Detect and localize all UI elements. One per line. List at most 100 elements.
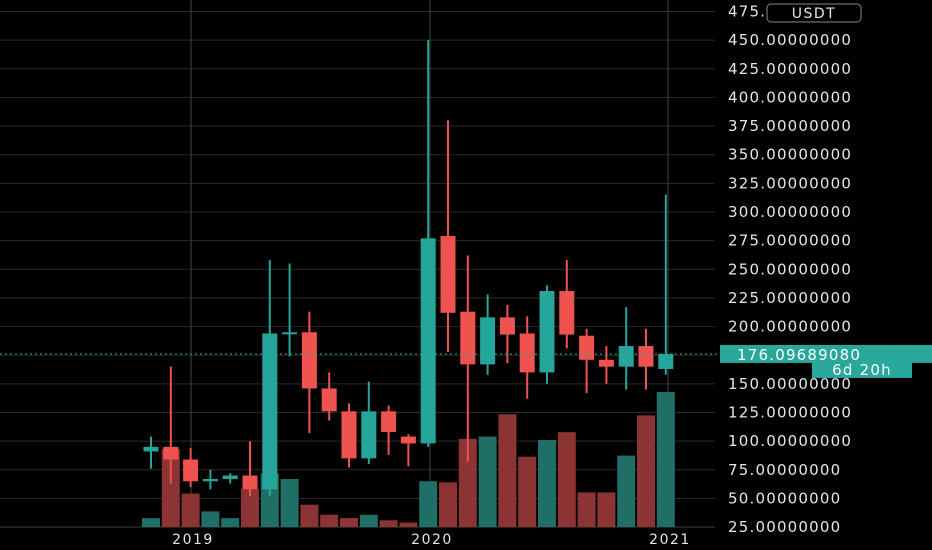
price-tick-label: 275.00000000 xyxy=(728,232,852,250)
candle xyxy=(202,469,218,490)
volume-bar xyxy=(181,493,200,527)
candle-body xyxy=(282,332,298,335)
candle xyxy=(618,307,634,390)
candle xyxy=(321,372,337,421)
candle xyxy=(361,381,377,465)
candle-body xyxy=(638,346,654,367)
candle-body xyxy=(618,346,634,367)
candle-body xyxy=(499,317,515,335)
volume-bar xyxy=(419,481,438,527)
candles xyxy=(143,40,674,497)
grid-lines xyxy=(0,0,715,528)
unit-label: USDT xyxy=(792,6,836,22)
price-tick-label: 125.00000000 xyxy=(728,404,852,422)
volume-bar xyxy=(557,432,576,527)
volume-bar xyxy=(478,436,497,527)
volume-bar xyxy=(399,522,418,527)
candle xyxy=(222,473,238,484)
price-tick-label: 25.00000000 xyxy=(728,518,841,536)
price-tick-label: 425.00000000 xyxy=(728,60,852,78)
price-tick-label: 225.00000000 xyxy=(728,289,852,307)
price-tick-label: 375.00000000 xyxy=(728,117,852,135)
year-tick-label: 2021 xyxy=(649,532,691,548)
candle xyxy=(242,441,258,497)
candle xyxy=(143,436,159,469)
year-tick-label: 2020 xyxy=(411,532,453,548)
candle-body xyxy=(400,436,416,444)
price-tick-label: 350.00000000 xyxy=(728,146,852,164)
volume-bar xyxy=(518,456,537,527)
volume-bar xyxy=(201,511,220,527)
price-tick-label: 75.00000000 xyxy=(728,461,841,479)
price-tick-label: 50.00000000 xyxy=(728,489,841,507)
candle-body xyxy=(361,411,377,459)
last-price-label: 176.09689080 xyxy=(737,346,861,364)
candle xyxy=(262,260,278,497)
candle-body xyxy=(262,333,278,490)
candle xyxy=(559,260,575,349)
price-tick-label: 400.00000000 xyxy=(728,88,852,106)
volume-bar xyxy=(617,455,636,527)
candle-body xyxy=(658,354,674,369)
candle-body xyxy=(183,459,199,482)
candle-body xyxy=(480,317,496,365)
candle xyxy=(381,405,397,455)
candle xyxy=(440,120,456,352)
last-price-tag: 176.09689080 xyxy=(720,344,932,364)
price-tick-label: 250.00000000 xyxy=(728,260,852,278)
volume-bar xyxy=(221,518,240,527)
time-axis: 2019 2020 2021 xyxy=(172,532,691,548)
price-tick-label: 300.00000000 xyxy=(728,203,852,221)
candle xyxy=(341,403,357,468)
candle xyxy=(658,194,674,375)
candle-body xyxy=(381,411,397,432)
candle xyxy=(163,366,179,484)
candle-body xyxy=(460,311,476,365)
volume-bar xyxy=(498,414,517,527)
volume-bar xyxy=(538,439,556,527)
candle-body xyxy=(440,236,456,313)
candle xyxy=(480,294,496,375)
volume-bar xyxy=(359,514,378,527)
countdown-tag: 6d 20h xyxy=(812,361,912,379)
candle-body xyxy=(163,446,179,460)
candle xyxy=(499,304,515,364)
volume-bar xyxy=(340,518,358,527)
year-tick-label: 2019 xyxy=(172,532,214,548)
candle-body xyxy=(579,335,595,360)
candle-body xyxy=(143,446,159,452)
volume-bar xyxy=(280,479,299,527)
candle xyxy=(400,434,416,467)
price-tick-label: 150.00000000 xyxy=(728,375,852,393)
volume-bar xyxy=(577,492,596,527)
candle xyxy=(519,316,535,399)
volume-bar xyxy=(300,504,319,527)
volume-bar xyxy=(142,518,160,527)
candle-body xyxy=(202,478,218,482)
price-tick-label: 325.00000000 xyxy=(728,174,852,192)
candle-body xyxy=(222,475,238,479)
candle-body xyxy=(242,475,258,490)
candle-body xyxy=(559,291,575,335)
candle xyxy=(539,285,555,384)
candle-body xyxy=(321,388,337,412)
candle-body xyxy=(598,359,614,367)
price-tick-label: 450.00000000 xyxy=(728,31,852,49)
candle xyxy=(638,328,654,390)
candle xyxy=(183,448,199,487)
candle-body xyxy=(301,332,317,389)
candle xyxy=(598,346,614,384)
unit-label-box[interactable]: USDT xyxy=(766,3,862,23)
volume-bar xyxy=(379,520,398,527)
candle-body xyxy=(420,238,436,444)
volume-bar xyxy=(597,492,616,527)
price-tick-label: 200.00000000 xyxy=(728,318,852,336)
volume-bar xyxy=(458,438,477,527)
volume-bar xyxy=(241,489,259,527)
volume-bar xyxy=(320,514,339,527)
candle-body xyxy=(341,411,357,459)
countdown-label: 6d 20h xyxy=(832,361,892,379)
candle xyxy=(282,263,298,357)
candle-body xyxy=(519,333,535,373)
